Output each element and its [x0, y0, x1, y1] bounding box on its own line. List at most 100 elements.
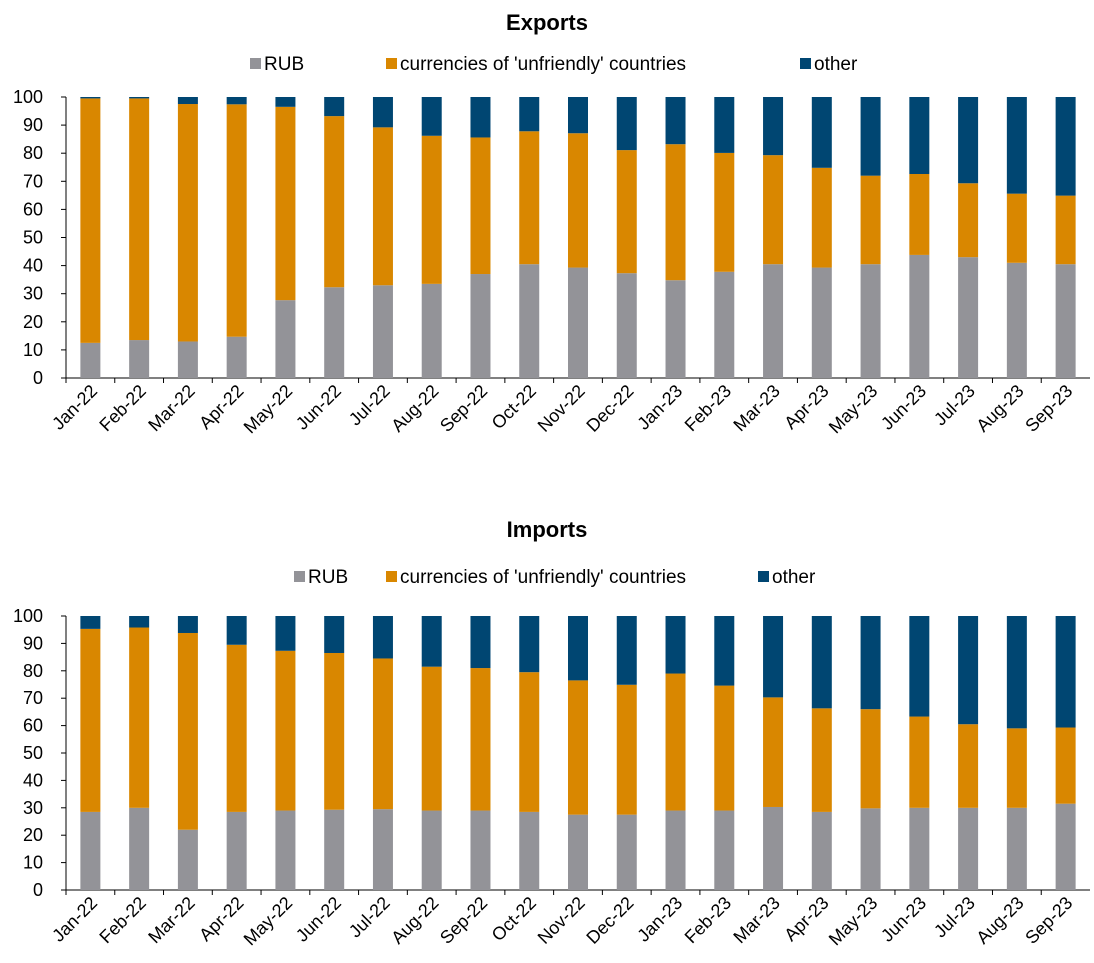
exports-x-tick-label: Aug-22 — [387, 381, 442, 436]
imports-x-tick-label: Apr-23 — [780, 893, 832, 945]
exports-legend-label-2: other — [814, 54, 858, 75]
imports-bar-mar-23-other — [763, 616, 784, 698]
imports-legend-label-2: other — [772, 567, 816, 588]
imports-bar-feb-23-currencies — [714, 685, 735, 811]
exports-bar-apr-23-currencies — [811, 167, 832, 268]
imports-x-tick-label: May-23 — [825, 893, 882, 950]
imports-bar-jan-22-other — [80, 616, 101, 629]
imports-bar-sep-23-currencies — [1055, 727, 1076, 804]
imports-y-tick-label: 60 — [23, 716, 43, 736]
imports-chart-title: Imports — [507, 517, 588, 542]
imports-x-tick-label: Sep-22 — [436, 893, 491, 948]
imports-bar-jun-22-rub — [324, 809, 345, 890]
imports-bar-apr-23-other — [811, 616, 832, 709]
exports-bar-mar-23-rub — [763, 264, 784, 378]
imports-bar-mar-22-other — [177, 616, 198, 633]
imports-bar-may-22-currencies — [275, 650, 296, 811]
imports-bar-sep-22-rub — [470, 810, 491, 890]
exports-x-tick-label: Jan-22 — [48, 381, 101, 434]
exports-bar-mar-22-rub — [177, 341, 198, 378]
exports-bar-jan-22-currencies — [80, 98, 101, 343]
exports-bar-jan-23-other — [665, 97, 686, 145]
exports-bar-mar-23-currencies — [763, 155, 784, 265]
imports-bar-feb-23-rub — [714, 810, 735, 890]
imports-x-tick-label: Jun-23 — [877, 893, 930, 946]
imports-bar-jul-23-rub — [958, 807, 979, 890]
exports-bar-aug-23-currencies — [1006, 193, 1027, 263]
imports-bar-nov-22-other — [568, 616, 588, 681]
imports-bar-jun-22-other — [324, 616, 345, 653]
exports-bar-feb-22-rub — [129, 340, 150, 378]
exports-bar-aug-23-rub — [1006, 262, 1027, 378]
exports-bar-jun-23-currencies — [909, 173, 930, 255]
imports-bar-jan-23-other — [665, 616, 686, 674]
exports-y-tick-label: 90 — [23, 115, 43, 135]
exports-bar-may-23-rub — [860, 264, 881, 378]
imports-x-tick-label: Jan-23 — [633, 893, 686, 946]
exports-bar-mar-23-other — [763, 97, 784, 156]
imports-bar-aug-23-currencies — [1006, 728, 1027, 808]
exports-bar-mar-22-other — [177, 97, 198, 105]
exports-legend: RUB currencies of 'unfriendly' countries o… — [250, 54, 858, 75]
exports-bar-mar-22-currencies — [177, 104, 198, 342]
exports-x-tick-label: May-23 — [825, 381, 882, 438]
exports-bar-sep-22-other — [470, 97, 491, 138]
imports-bar-aug-22-currencies — [421, 666, 442, 811]
exports-bar-feb-22-currencies — [129, 98, 150, 341]
exports-legend-label-0: RUB — [264, 54, 304, 75]
exports-x-tick-label: Oct-22 — [488, 381, 540, 433]
exports-bar-jul-23-rub — [958, 257, 979, 378]
imports-bar-may-23-rub — [860, 808, 881, 890]
exports-x-tick-label: Feb-22 — [95, 381, 149, 435]
exports-bar-nov-22-rub — [568, 267, 588, 378]
imports-bar-aug-23-rub — [1006, 807, 1027, 890]
imports-bar-dec-22-rub — [616, 814, 637, 890]
exports-x-tick-label: Nov-22 — [534, 381, 589, 436]
exports-x-tick-label: Sep-23 — [1021, 381, 1076, 436]
exports-bar-may-22-rub — [275, 300, 296, 378]
imports-bar-apr-22-rub — [226, 811, 247, 890]
imports-y-tick-label: 80 — [23, 661, 43, 681]
imports-bar-sep-23-other — [1055, 616, 1076, 728]
imports-x-tick-label: Sep-23 — [1021, 893, 1076, 948]
exports-x-tick-label: Sep-22 — [436, 381, 491, 436]
exports-y-tick-label: 40 — [23, 256, 43, 276]
imports-y-tick-label: 70 — [23, 688, 43, 708]
imports-bar-jan-22-rub — [80, 811, 101, 890]
imports-bar-jun-23-other — [909, 616, 930, 717]
imports-bar-may-23-currencies — [860, 709, 881, 809]
exports-bar-dec-22-currencies — [616, 150, 637, 274]
exports-bar-aug-22-currencies — [421, 135, 442, 284]
imports-y-tick-label: 10 — [23, 853, 43, 873]
imports-bar-sep-22-currencies — [470, 668, 491, 811]
exports-bar-jan-22-rub — [80, 342, 101, 378]
imports-x-tick-label: Mar-22 — [144, 893, 198, 947]
imports-bar-jul-22-rub — [372, 809, 393, 890]
exports-bar-jul-22-currencies — [372, 127, 393, 286]
imports-legend-label-0: RUB — [308, 567, 348, 588]
imports-x-tick-label: Apr-22 — [195, 893, 247, 945]
exports-bar-sep-22-currencies — [470, 137, 491, 275]
imports-bar-oct-22-rub — [519, 811, 540, 890]
imports-bar-aug-22-rub — [421, 810, 442, 890]
imports-bar-feb-23-other — [714, 616, 735, 686]
exports-x-tick-label: Jun-22 — [292, 381, 345, 434]
exports-y-tick-label: 10 — [23, 340, 43, 360]
imports-x-tick-label: Mar-23 — [729, 893, 783, 947]
exports-bar-may-22-currencies — [275, 106, 296, 301]
imports-legend-swatch-2 — [758, 571, 769, 582]
exports-bar-jun-22-currencies — [324, 116, 345, 288]
imports-bar-aug-23-other — [1006, 616, 1027, 729]
imports-bar-jul-23-other — [958, 616, 979, 725]
exports-x-tick-label: Feb-23 — [681, 381, 735, 435]
exports-y-tick-label: 0 — [33, 368, 43, 388]
imports-x-tick-label: May-22 — [240, 893, 297, 950]
imports-x-tick-label: Feb-23 — [681, 893, 735, 947]
exports-bar-jun-23-rub — [909, 254, 930, 378]
imports-bar-may-23-other — [860, 616, 881, 710]
exports-bar-oct-22-rub — [519, 264, 540, 378]
exports-bar-may-22-other — [275, 97, 296, 107]
exports-bar-feb-22-other — [129, 97, 150, 99]
imports-bar-oct-22-currencies — [519, 672, 540, 812]
exports-bar-aug-23-other — [1006, 97, 1027, 194]
